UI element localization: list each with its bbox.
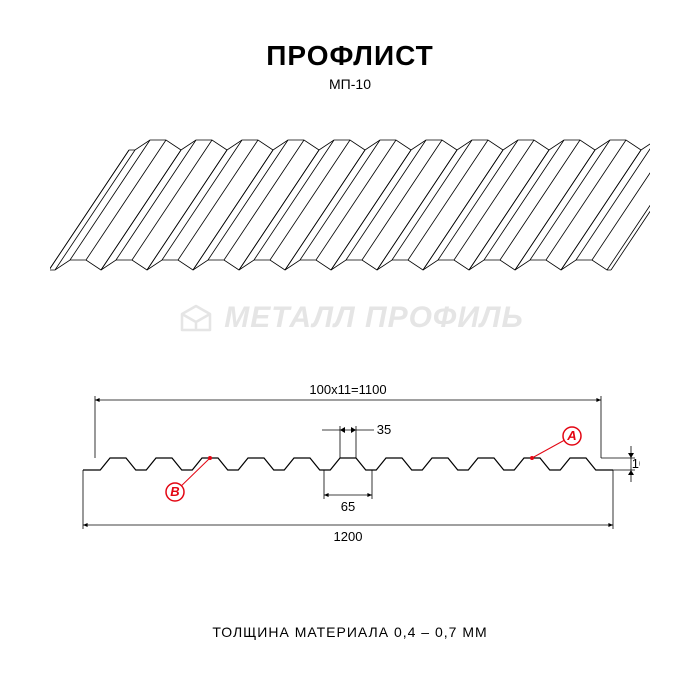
svg-text:B: B <box>170 484 179 499</box>
svg-text:A: A <box>566 428 576 443</box>
svg-text:35: 35 <box>377 422 391 437</box>
page-title: ПРОФЛИСТ <box>0 40 700 72</box>
isometric-view <box>50 130 650 300</box>
footer-thickness: ТОЛЩИНА МАТЕРИАЛА 0,4 – 0,7 ММ <box>0 624 700 640</box>
page-subtitle: МП-10 <box>0 76 700 92</box>
section-view: 100х11=1100 35 65 1200 10 A B <box>60 380 640 560</box>
svg-text:1200: 1200 <box>334 529 363 544</box>
watermark: МЕТАЛЛ ПРОФИЛЬ <box>0 300 700 336</box>
svg-text:10: 10 <box>632 456 640 471</box>
watermark-text: МЕТАЛЛ ПРОФИЛЬ <box>224 301 524 335</box>
svg-text:100х11=1100: 100х11=1100 <box>309 382 386 397</box>
svg-text:65: 65 <box>341 499 355 514</box>
header: ПРОФЛИСТ МП-10 <box>0 0 700 92</box>
